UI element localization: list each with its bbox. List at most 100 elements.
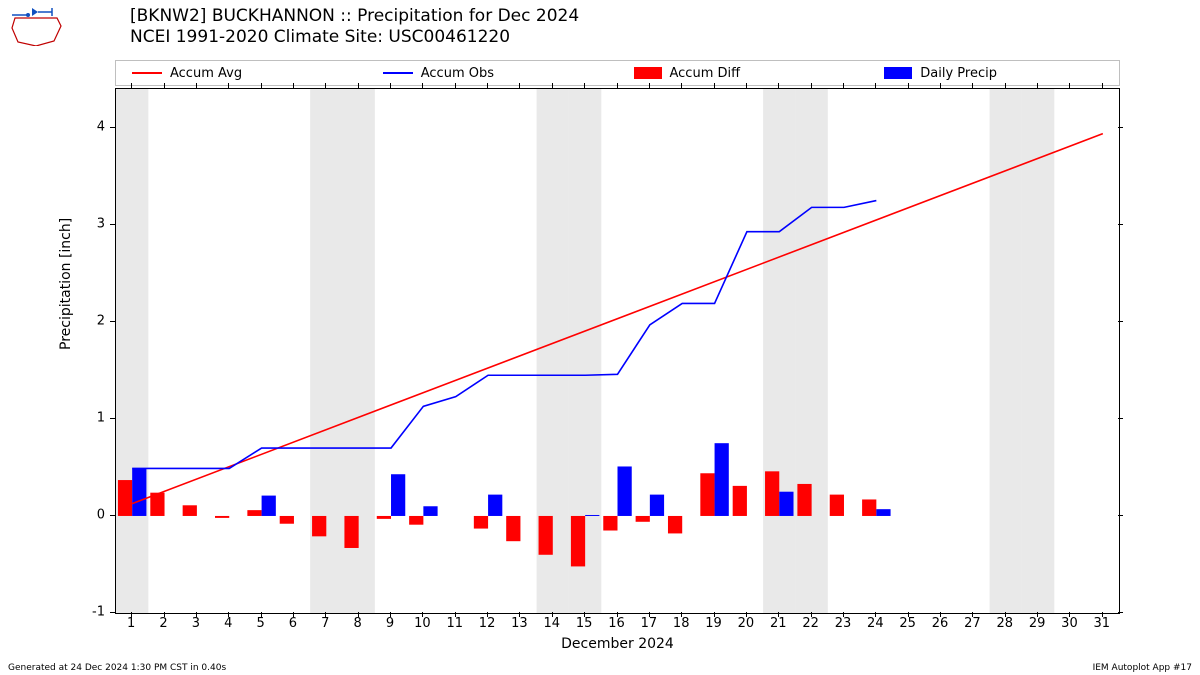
- chart-legend: Accum Avg Accum Obs Accum Diff Daily Pre…: [115, 60, 1120, 86]
- xtick-mark: [261, 612, 262, 617]
- xtick-mark: [681, 83, 682, 88]
- ytick-label: 2: [65, 313, 105, 328]
- bar: [603, 516, 617, 531]
- xtick-label: 16: [608, 616, 625, 631]
- bar: [876, 509, 890, 516]
- bar: [215, 516, 229, 518]
- bar: [585, 515, 599, 516]
- xtick-mark: [390, 612, 391, 617]
- legend-item-accum-obs: Accum Obs: [367, 66, 618, 81]
- xtick-mark: [584, 612, 585, 617]
- xtick-label: 31: [1094, 616, 1111, 631]
- xtick-label: 19: [705, 616, 722, 631]
- xtick-mark: [487, 612, 488, 617]
- ytick-mark: [1118, 321, 1123, 322]
- xtick-mark: [940, 612, 941, 617]
- xtick-label: 2: [159, 616, 167, 631]
- bar: [733, 486, 747, 516]
- legend-swatch-accum-diff: [634, 67, 662, 79]
- xtick-mark: [714, 612, 715, 617]
- xtick-mark: [908, 612, 909, 617]
- xtick-mark: [1102, 83, 1103, 88]
- legend-item-accum-avg: Accum Avg: [116, 66, 367, 81]
- xtick-mark: [1069, 612, 1070, 617]
- iem-logo: [8, 6, 64, 46]
- xtick-label: 3: [192, 616, 200, 631]
- xtick-mark: [131, 83, 132, 88]
- bar: [797, 484, 811, 516]
- bar: [862, 499, 876, 515]
- xtick-mark: [164, 83, 165, 88]
- ytick-mark: [110, 612, 115, 613]
- xtick-mark: [455, 83, 456, 88]
- xtick-mark: [1102, 612, 1103, 617]
- xtick-mark: [552, 612, 553, 617]
- xtick-mark: [649, 83, 650, 88]
- xtick-label: 21: [770, 616, 787, 631]
- bar: [668, 516, 682, 533]
- xtick-mark: [617, 612, 618, 617]
- xtick-label: 15: [576, 616, 593, 631]
- xtick-label: 11: [446, 616, 463, 631]
- xtick-mark: [811, 612, 812, 617]
- xtick-mark: [228, 83, 229, 88]
- xtick-mark: [325, 612, 326, 617]
- x-axis-label: December 2024: [115, 636, 1120, 652]
- footer-app: IEM Autoplot App #17: [1093, 663, 1192, 673]
- bar: [779, 492, 793, 516]
- bar: [344, 516, 358, 548]
- legend-label-accum-obs: Accum Obs: [421, 66, 494, 81]
- legend-label-accum-diff: Accum Diff: [670, 66, 741, 81]
- xtick-mark: [649, 612, 650, 617]
- bar: [183, 505, 197, 516]
- chart-title-line2: NCEI 1991-2020 Climate Site: USC00461220: [130, 27, 579, 48]
- bar: [618, 466, 632, 515]
- bar: [700, 473, 714, 516]
- bar: [636, 516, 650, 522]
- xtick-label: 30: [1061, 616, 1078, 631]
- xtick-mark: [1069, 83, 1070, 88]
- xtick-mark: [519, 612, 520, 617]
- xtick-label: 25: [899, 616, 916, 631]
- legend-item-accum-diff: Accum Diff: [618, 66, 869, 81]
- xtick-mark: [325, 83, 326, 88]
- chart-title-line1: [BKNW2] BUCKHANNON :: Precipitation for …: [130, 6, 579, 27]
- xtick-mark: [714, 83, 715, 88]
- xtick-mark: [1005, 612, 1006, 617]
- xtick-label: 22: [802, 616, 819, 631]
- xtick-mark: [1037, 83, 1038, 88]
- bar: [391, 474, 405, 516]
- xtick-label: 17: [641, 616, 658, 631]
- bar: [650, 495, 664, 516]
- xtick-mark: [422, 612, 423, 617]
- bar: [539, 516, 553, 555]
- xtick-label: 13: [511, 616, 528, 631]
- xtick-label: 26: [932, 616, 949, 631]
- plot-area: [115, 88, 1120, 614]
- xtick-label: 27: [964, 616, 981, 631]
- xtick-mark: [972, 612, 973, 617]
- xtick-mark: [746, 612, 747, 617]
- bar: [118, 480, 132, 516]
- ytick-label: 4: [65, 119, 105, 134]
- legend-swatch-daily-precip: [884, 67, 912, 79]
- xtick-mark: [843, 612, 844, 617]
- xtick-mark: [811, 83, 812, 88]
- y-axis-label: Precipitation [inch]: [58, 218, 74, 350]
- bar: [830, 495, 844, 516]
- bar: [377, 516, 391, 519]
- ytick-label: 0: [65, 507, 105, 522]
- xtick-label: 23: [835, 616, 852, 631]
- xtick-label: 18: [673, 616, 690, 631]
- bar: [409, 516, 423, 525]
- weekend-shade: [990, 89, 1022, 613]
- ytick-label: -1: [65, 605, 105, 620]
- xtick-label: 12: [479, 616, 496, 631]
- xtick-mark: [681, 612, 682, 617]
- ytick-mark: [1118, 127, 1123, 128]
- xtick-label: 7: [321, 616, 329, 631]
- xtick-mark: [1037, 612, 1038, 617]
- chart-title-block: [BKNW2] BUCKHANNON :: Precipitation for …: [130, 6, 579, 49]
- ytick-mark: [110, 127, 115, 128]
- xtick-mark: [908, 83, 909, 88]
